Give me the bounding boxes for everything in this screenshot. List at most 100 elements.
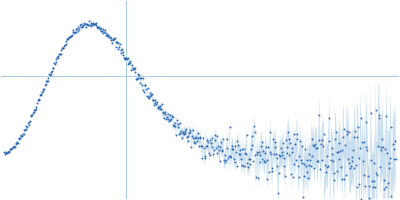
Point xyxy=(328,146,335,149)
Point xyxy=(241,147,247,150)
Point xyxy=(80,23,87,26)
Point xyxy=(3,150,10,154)
Point xyxy=(90,22,97,25)
Point xyxy=(210,152,216,156)
Point xyxy=(268,166,275,170)
Point xyxy=(146,94,153,97)
Point xyxy=(82,22,88,25)
Point xyxy=(346,131,352,134)
Point xyxy=(190,137,196,140)
Point xyxy=(125,62,132,66)
Point xyxy=(126,61,132,64)
Point xyxy=(200,136,206,140)
Point xyxy=(298,158,304,161)
Point xyxy=(318,159,325,162)
Point xyxy=(59,47,65,50)
Point xyxy=(331,171,338,174)
Point xyxy=(314,159,320,162)
Point xyxy=(179,136,185,140)
Point xyxy=(85,24,92,27)
Point xyxy=(42,83,48,87)
Point xyxy=(8,147,14,150)
Point xyxy=(299,145,306,148)
Point xyxy=(324,166,330,169)
Point xyxy=(353,185,360,188)
Point xyxy=(260,149,266,152)
Point xyxy=(205,141,211,144)
Point xyxy=(142,83,149,86)
Point xyxy=(254,152,260,156)
Point xyxy=(48,71,54,74)
Point xyxy=(181,132,187,135)
Point xyxy=(340,127,347,131)
Point xyxy=(70,29,76,32)
Point xyxy=(342,143,348,146)
Point xyxy=(347,166,353,170)
Point xyxy=(361,140,368,143)
Point xyxy=(310,144,317,147)
Point xyxy=(275,192,281,195)
Point xyxy=(339,177,346,180)
Point xyxy=(40,89,46,92)
Point xyxy=(9,147,15,150)
Point xyxy=(177,131,184,134)
Point xyxy=(330,179,337,182)
Point xyxy=(104,33,111,37)
Point xyxy=(136,77,143,80)
Point xyxy=(216,148,222,152)
Point xyxy=(336,157,342,160)
Point xyxy=(75,26,82,29)
Point xyxy=(22,127,29,130)
Point xyxy=(138,76,144,80)
Point xyxy=(45,76,52,79)
Point xyxy=(234,140,241,143)
Point xyxy=(111,37,117,40)
Point xyxy=(233,151,239,154)
Point xyxy=(230,148,236,151)
Point xyxy=(109,41,115,44)
Point xyxy=(54,55,60,59)
Point xyxy=(39,90,45,94)
Point xyxy=(298,162,305,165)
Point xyxy=(24,126,30,129)
Point xyxy=(174,119,180,122)
Point xyxy=(348,165,354,168)
Point xyxy=(164,115,170,118)
Point xyxy=(145,96,152,99)
Point xyxy=(274,164,280,167)
Point xyxy=(218,149,225,152)
Point xyxy=(358,197,365,200)
Point xyxy=(38,92,44,95)
Point xyxy=(60,46,66,49)
Point xyxy=(325,164,331,168)
Point xyxy=(213,146,219,150)
Point xyxy=(229,144,236,147)
Point xyxy=(241,165,248,168)
Point xyxy=(168,118,174,121)
Point xyxy=(390,142,396,146)
Point xyxy=(172,122,178,125)
Point xyxy=(270,152,277,155)
Point xyxy=(277,154,284,158)
Point xyxy=(382,185,389,188)
Point xyxy=(326,139,332,143)
Point xyxy=(100,32,106,35)
Point xyxy=(23,124,30,127)
Point xyxy=(191,141,197,144)
Point xyxy=(380,178,387,181)
Point xyxy=(236,153,242,156)
Point xyxy=(94,25,101,28)
Point xyxy=(296,175,302,179)
Point xyxy=(341,177,348,180)
Point xyxy=(144,94,150,97)
Point xyxy=(60,47,67,50)
Point xyxy=(55,54,62,57)
Point xyxy=(196,145,202,148)
Point xyxy=(110,37,116,40)
Point xyxy=(103,33,110,36)
Point xyxy=(290,176,296,179)
Point xyxy=(173,133,179,137)
Point xyxy=(288,146,295,149)
Point xyxy=(25,122,31,125)
Point xyxy=(2,151,9,154)
